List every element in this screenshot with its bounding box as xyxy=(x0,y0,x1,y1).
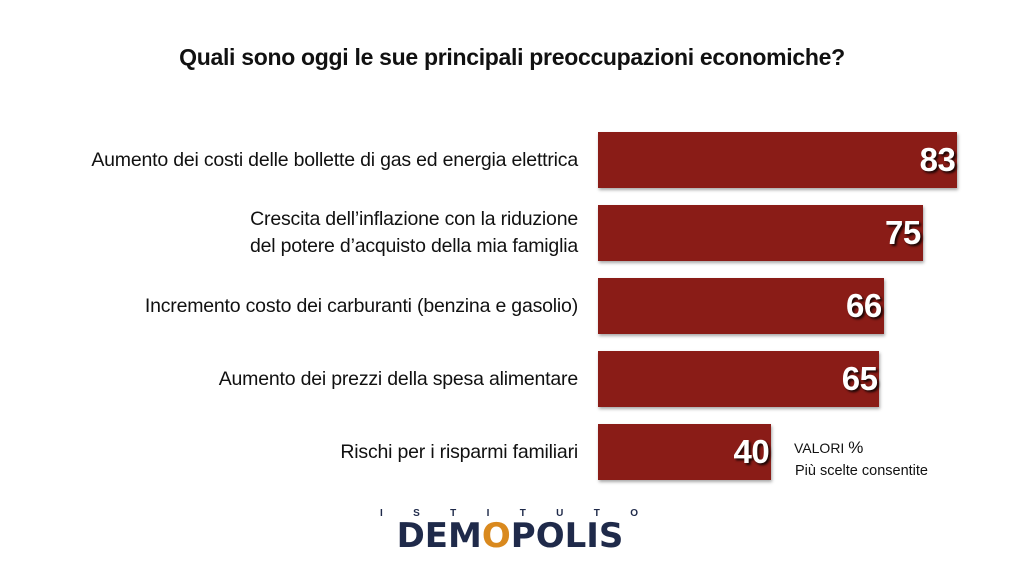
logo-letter: I xyxy=(486,508,490,519)
logo-letter: T xyxy=(593,508,600,519)
chart-note: Più scelte consentite xyxy=(795,463,928,479)
logo-part2: POLIS xyxy=(510,516,624,556)
percent-symbol: % xyxy=(848,438,864,457)
logo-part1: DEM xyxy=(396,516,482,556)
category-label-line: Incremento costo dei carburanti (benzina… xyxy=(144,294,578,317)
logo-letter: S xyxy=(413,508,420,519)
bar: 83 xyxy=(598,132,958,188)
logo-letter: I xyxy=(380,508,383,519)
bar-value-label: 83 xyxy=(919,141,956,178)
category-label-line: Crescita dell’inflazione con la riduzion… xyxy=(250,208,578,230)
logo-o: O xyxy=(481,516,511,556)
bar: 75 xyxy=(598,205,923,261)
category-label-line: Aumento dei costi delle bollette di gas … xyxy=(91,148,578,171)
category-label-line: del potere d’acquisto della mia famiglia xyxy=(249,235,578,257)
logo-letter: T xyxy=(450,508,457,519)
logo-letter: O xyxy=(630,508,638,519)
bar: 66 xyxy=(598,278,884,334)
category-label: Crescita dell’inflazione con la riduzion… xyxy=(250,206,578,260)
bar-value-label: 75 xyxy=(885,214,921,251)
bar: 40 xyxy=(598,424,772,480)
logo-letter: U xyxy=(556,508,564,519)
bar-value-label: 66 xyxy=(846,287,882,324)
category-label: Aumento dei costi delle bollette di gas … xyxy=(91,147,578,174)
chart-title: Quali sono oggi le sue principali preocc… xyxy=(179,44,845,70)
bar-value-label: 65 xyxy=(841,360,878,397)
category-label: Aumento dei prezzi della spesa alimentar… xyxy=(219,366,578,393)
category-label-line: Aumento dei prezzi della spesa alimentar… xyxy=(218,367,578,390)
category-label: Incremento costo dei carburanti (benzina… xyxy=(145,293,578,320)
units-label: VALORI % xyxy=(794,438,863,458)
bar: 65 xyxy=(598,351,880,407)
bar-value-label: 40 xyxy=(733,433,770,470)
category-label: Rischi per i risparmi familiari xyxy=(340,439,578,466)
logo-wordmark: DEMOPOLIS xyxy=(380,516,640,556)
category-label-line: Rischi per i risparmi familiari xyxy=(340,440,578,463)
units-text: VALORI xyxy=(794,440,845,456)
logo-letter: T xyxy=(519,508,526,519)
